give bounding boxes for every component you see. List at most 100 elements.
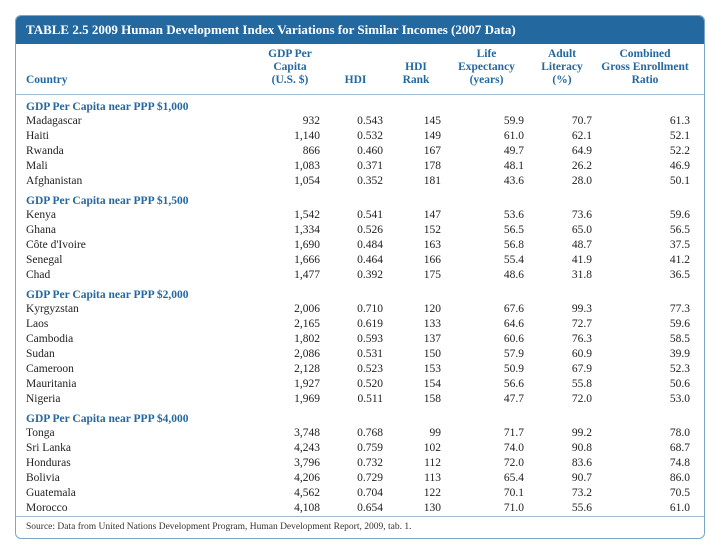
country: Afghanistan bbox=[16, 174, 256, 189]
lit-cell: 28.0 bbox=[528, 174, 596, 189]
gdp-cell: 932 bbox=[256, 114, 324, 129]
table-row: Ghana1,3340.52615256.565.056.5 bbox=[16, 223, 704, 238]
rank-cell: 113 bbox=[387, 471, 445, 486]
table-row: Madagascar9320.54314559.970.761.3 bbox=[16, 114, 704, 129]
lit-cell: 73.6 bbox=[528, 208, 596, 223]
life-cell: 56.5 bbox=[445, 223, 528, 238]
country: Ghana bbox=[16, 223, 256, 238]
rank-cell: 153 bbox=[387, 362, 445, 377]
enrol-cell: 53.0 bbox=[596, 392, 704, 407]
rank-cell: 147 bbox=[387, 208, 445, 223]
lit-cell: 55.8 bbox=[528, 377, 596, 392]
enrol-cell: 50.1 bbox=[596, 174, 704, 189]
enrol-cell: 37.5 bbox=[596, 238, 704, 253]
group-header: GDP Per Capita near PPP $2,000 bbox=[16, 283, 704, 302]
life-cell: 48.6 bbox=[445, 268, 528, 283]
table-row: Guatemala4,5620.70412270.173.270.5 bbox=[16, 486, 704, 501]
table-row: Haiti1,1400.53214961.062.152.1 bbox=[16, 129, 704, 144]
life-cell: 59.9 bbox=[445, 114, 528, 129]
table-row: Senegal1,6660.46416655.441.941.2 bbox=[16, 253, 704, 268]
enrol-cell: 52.1 bbox=[596, 129, 704, 144]
hdi-cell: 0.392 bbox=[324, 268, 387, 283]
table-row: Cameroon2,1280.52315350.967.952.3 bbox=[16, 362, 704, 377]
country: Senegal bbox=[16, 253, 256, 268]
country: Bolivia bbox=[16, 471, 256, 486]
life-cell: 47.7 bbox=[445, 392, 528, 407]
rank-cell: 158 bbox=[387, 392, 445, 407]
enrol-cell: 59.6 bbox=[596, 208, 704, 223]
group-label: GDP Per Capita near PPP $2,000 bbox=[16, 283, 704, 302]
life-cell: 74.0 bbox=[445, 441, 528, 456]
group-header: GDP Per Capita near PPP $1,500 bbox=[16, 189, 704, 208]
table-row: Mali1,0830.37117848.126.246.9 bbox=[16, 159, 704, 174]
lit-cell: 41.9 bbox=[528, 253, 596, 268]
country: Rwanda bbox=[16, 144, 256, 159]
life-cell: 65.4 bbox=[445, 471, 528, 486]
life-cell: 55.4 bbox=[445, 253, 528, 268]
life-cell: 70.1 bbox=[445, 486, 528, 501]
enrol-cell: 78.0 bbox=[596, 426, 704, 441]
country: Sudan bbox=[16, 347, 256, 362]
rank-cell: 99 bbox=[387, 426, 445, 441]
table-row: Côte d'Ivoire1,6900.48416356.848.737.5 bbox=[16, 238, 704, 253]
rank-cell: 149 bbox=[387, 129, 445, 144]
rank-cell: 167 bbox=[387, 144, 445, 159]
table-title: TABLE 2.5 2009 Human Development Index V… bbox=[16, 16, 704, 44]
gdp-cell: 1,054 bbox=[256, 174, 324, 189]
table-row: Morocco4,1080.65413071.055.661.0 bbox=[16, 501, 704, 517]
hdi-table-container: TABLE 2.5 2009 Human Development Index V… bbox=[15, 15, 705, 539]
group-label: GDP Per Capita near PPP $1,000 bbox=[16, 94, 704, 114]
enrol-cell: 74.8 bbox=[596, 456, 704, 471]
enrol-cell: 41.2 bbox=[596, 253, 704, 268]
header-row: Country GDP PerCapita(U.S. $) HDI HDIRan… bbox=[16, 44, 704, 94]
enrol-cell: 56.5 bbox=[596, 223, 704, 238]
hdi-cell: 0.532 bbox=[324, 129, 387, 144]
gdp-cell: 2,006 bbox=[256, 302, 324, 317]
enrol-cell: 50.6 bbox=[596, 377, 704, 392]
gdp-cell: 4,243 bbox=[256, 441, 324, 456]
gdp-cell: 1,083 bbox=[256, 159, 324, 174]
country: Morocco bbox=[16, 501, 256, 517]
rank-cell: 122 bbox=[387, 486, 445, 501]
rank-cell: 181 bbox=[387, 174, 445, 189]
country: Mauritania bbox=[16, 377, 256, 392]
rank-cell: 152 bbox=[387, 223, 445, 238]
rank-cell: 150 bbox=[387, 347, 445, 362]
enrol-cell: 70.5 bbox=[596, 486, 704, 501]
table-row: Sri Lanka4,2430.75910274.090.868.7 bbox=[16, 441, 704, 456]
col-header-rank: HDIRank bbox=[387, 44, 445, 94]
rank-cell: 137 bbox=[387, 332, 445, 347]
table-row: Chad1,4770.39217548.631.836.5 bbox=[16, 268, 704, 283]
country: Kenya bbox=[16, 208, 256, 223]
hdi-cell: 0.484 bbox=[324, 238, 387, 253]
hdi-cell: 0.460 bbox=[324, 144, 387, 159]
hdi-cell: 0.768 bbox=[324, 426, 387, 441]
table-row: Sudan2,0860.53115057.960.939.9 bbox=[16, 347, 704, 362]
lit-cell: 72.0 bbox=[528, 392, 596, 407]
rank-cell: 154 bbox=[387, 377, 445, 392]
table-row: Cambodia1,8020.59313760.676.358.5 bbox=[16, 332, 704, 347]
country: Madagascar bbox=[16, 114, 256, 129]
gdp-cell: 1,334 bbox=[256, 223, 324, 238]
rank-cell: 166 bbox=[387, 253, 445, 268]
life-cell: 56.6 bbox=[445, 377, 528, 392]
hdi-cell: 0.531 bbox=[324, 347, 387, 362]
hdi-cell: 0.543 bbox=[324, 114, 387, 129]
lit-cell: 48.7 bbox=[528, 238, 596, 253]
lit-cell: 26.2 bbox=[528, 159, 596, 174]
life-cell: 48.1 bbox=[445, 159, 528, 174]
gdp-cell: 1,927 bbox=[256, 377, 324, 392]
enrol-cell: 52.2 bbox=[596, 144, 704, 159]
group-header: GDP Per Capita near PPP $1,000 bbox=[16, 94, 704, 114]
gdp-cell: 1,802 bbox=[256, 332, 324, 347]
col-header-enrol: CombinedGross EnrollmentRatio bbox=[596, 44, 704, 94]
rank-cell: 102 bbox=[387, 441, 445, 456]
lit-cell: 99.3 bbox=[528, 302, 596, 317]
hdi-cell: 0.541 bbox=[324, 208, 387, 223]
lit-cell: 31.8 bbox=[528, 268, 596, 283]
hdi-cell: 0.704 bbox=[324, 486, 387, 501]
lit-cell: 70.7 bbox=[528, 114, 596, 129]
life-cell: 50.9 bbox=[445, 362, 528, 377]
life-cell: 53.6 bbox=[445, 208, 528, 223]
life-cell: 64.6 bbox=[445, 317, 528, 332]
